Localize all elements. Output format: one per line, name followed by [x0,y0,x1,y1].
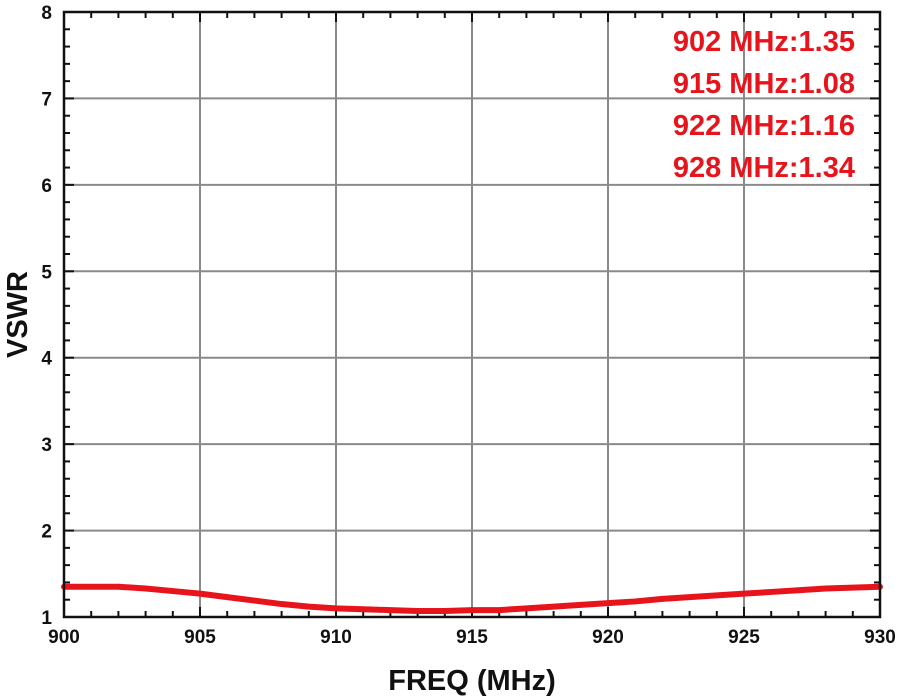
y-tick-label-2: 3 [41,435,52,456]
x-tick-label-2: 910 [320,627,352,648]
x-axis-label: FREQ (MHz) [388,665,556,696]
x-tick-label-1: 905 [184,627,216,648]
annotation-block: 902 MHz:1.35 915 MHz:1.08 922 MHz:1.16 928 … [673,26,855,184]
y-tick-label-5: 6 [41,176,52,197]
x-tick-label-4: 920 [592,627,624,648]
y-tick-label-0: 1 [41,608,52,629]
plot-frame [62,10,882,619]
annotation-line-0: 902 MHz:1.35 [673,26,855,58]
y-tick-label-6: 7 [41,89,52,110]
series-layer [61,583,883,614]
y-tick-labels: 1 2 3 4 5 6 7 8 [41,3,52,629]
x-tick-label-0: 900 [48,627,80,648]
x-tick-label-6: 930 [864,627,896,648]
x-tick-label-3: 915 [456,627,488,648]
y-tick-label-4: 5 [41,262,52,283]
y-tick-label-7: 8 [41,3,52,24]
vswr-series-line-0 [61,583,883,614]
annotation-line-3: 928 MHz:1.34 [673,152,855,184]
annotation-line-2: 922 MHz:1.16 [673,110,855,142]
x-tick-label-5: 925 [728,627,760,648]
x-tick-labels: 900 905 910 915 920 925 930 [48,627,896,648]
y-axis-label: VSWR [2,271,34,358]
grid-lines [63,11,881,618]
y-tick-label-1: 2 [41,522,52,543]
annotation-line-1: 915 MHz:1.08 [673,68,855,100]
y-tick-label-3: 4 [41,349,52,370]
